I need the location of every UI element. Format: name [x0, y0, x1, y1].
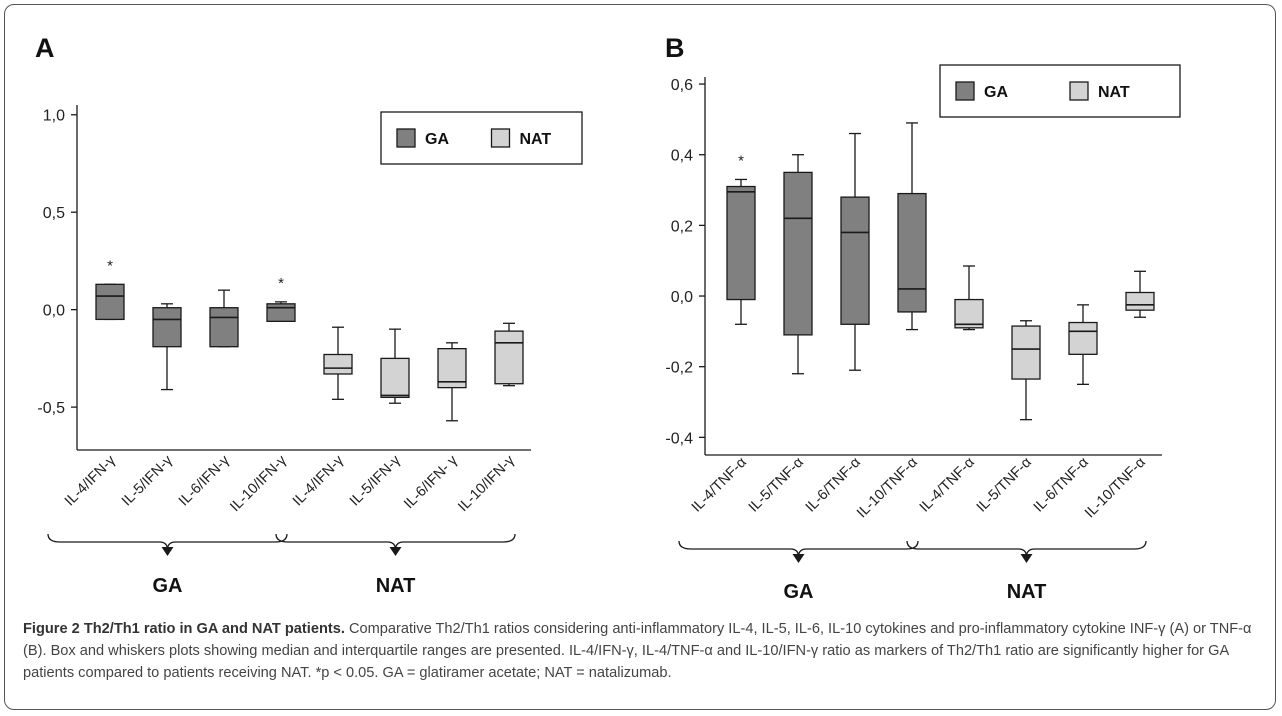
group-label: GA	[784, 581, 814, 603]
significance-star: *	[278, 275, 284, 292]
y-tick-label: -0,4	[665, 430, 693, 447]
box-nat-6	[380, 328, 410, 404]
box-nat-8	[494, 322, 524, 387]
box-iqr	[1125, 291, 1155, 311]
x-tick-label: IL-6/IFN-γ	[176, 452, 233, 509]
box-iqr	[95, 283, 125, 321]
chart-a: A1,00,50,0-0,5*IL-4/IFN-γ IL-5/IFN-γ IL-6/…	[35, 33, 583, 597]
legend: GA NAT	[380, 111, 583, 165]
legend-label-ga: GA	[425, 131, 449, 148]
box-ga-1	[95, 283, 125, 321]
box-iqr	[783, 171, 813, 336]
x-tick-label: IL-5/IFN-γ	[347, 452, 404, 509]
group-bracket-arrow	[792, 554, 805, 563]
y-tick-label: 0,4	[671, 148, 693, 165]
box-iqr	[726, 185, 756, 301]
x-tick-label: IL-10/TNF-α	[1082, 455, 1149, 522]
group-label: NAT	[376, 575, 416, 597]
x-tick-label: IL-6/IFN- γ	[401, 452, 461, 512]
legend-swatch-nat	[1069, 81, 1089, 101]
legend: GA NAT	[939, 64, 1181, 118]
y-tick-label: 0,0	[43, 303, 65, 320]
box-nat-5	[323, 326, 353, 400]
y-tick-label: -0,2	[665, 360, 693, 377]
x-tick-label: IL-4/IFN-γ	[62, 452, 119, 509]
panel-letter: B	[665, 33, 685, 63]
box-nat-5	[954, 265, 984, 331]
panel-b: B 0,6 0,4 0,2 0,0 -0,2 -0,4 * IL-4/TNF-α IL-5/TNF…	[645, 5, 1277, 615]
significance-star: *	[738, 152, 744, 169]
box-iqr	[266, 303, 296, 323]
x-tick-label: IL-4/TNF-α	[917, 455, 978, 516]
legend-swatch-nat	[490, 128, 511, 148]
figure-caption: Figure 2 Th2/Th1 ratio in GA and NAT pat…	[23, 618, 1263, 684]
chart-b: B0,60,40,20,0-0,2-0,4*IL-4/TNF-αIL-5/TNF…	[665, 33, 1181, 603]
box-ga-2	[783, 154, 813, 375]
x-tick-label: IL-4/IFN-γ	[290, 452, 347, 509]
x-tick-label: IL-6/TNF-α	[803, 455, 864, 516]
box-ga-3	[840, 132, 870, 371]
box-ga-4	[266, 301, 296, 323]
legend-label-nat: NAT	[1098, 84, 1130, 101]
legend-box	[939, 64, 1181, 118]
group-bracket-arrow	[389, 547, 402, 556]
x-tick-label: IL-5/TNF-α	[746, 455, 807, 516]
panel-a: A 1,0 0,5 0,0 -0,5 * IL-4/IFN-γ IL-5/IFN-γ IL-6/…	[5, 5, 645, 615]
panel-letter: A	[35, 33, 55, 63]
box-ga-3	[209, 289, 239, 348]
box-iqr	[1068, 321, 1098, 355]
group-label: NAT	[1007, 581, 1047, 603]
x-tick-label: IL-10/IFN-γ	[455, 452, 518, 515]
y-tick-label: 1,0	[43, 108, 65, 125]
group-bracket-arrow	[1020, 554, 1033, 563]
y-tick-label: 0,5	[43, 205, 65, 222]
y-tick-label: -0,5	[37, 400, 65, 417]
x-tick-label: IL-10/IFN-γ	[227, 452, 290, 515]
box-iqr	[323, 353, 353, 375]
box-nat-8	[1125, 270, 1155, 318]
caption-title: Figure 2 Th2/Th1 ratio in GA and NAT pat…	[23, 621, 345, 637]
box-iqr	[840, 196, 870, 325]
x-tick-label: IL-5/IFN-γ	[119, 452, 176, 509]
box-iqr	[897, 192, 927, 313]
x-tick-label: IL-6/TNF-α	[1031, 455, 1092, 516]
box-iqr	[152, 307, 182, 348]
box-ga-4	[897, 122, 927, 331]
box-iqr	[380, 357, 410, 399]
y-tick-label: 0,6	[671, 77, 693, 94]
significance-star: *	[107, 257, 113, 274]
legend-swatch-ga	[955, 81, 975, 101]
figure-frame: A 1,0 0,5 0,0 -0,5 * IL-4/IFN-γ IL-5/IFN-γ IL-6/…	[4, 4, 1276, 710]
x-tick-label: IL-10/TNF-α	[854, 455, 921, 522]
box-iqr	[1011, 325, 1041, 380]
group-label: GA	[153, 575, 183, 597]
legend-swatch-ga	[396, 128, 416, 148]
legend-label-nat: NAT	[520, 131, 552, 148]
box-ga-2	[152, 303, 182, 391]
box-nat-6	[1011, 320, 1041, 421]
box-iqr	[494, 330, 524, 385]
y-tick-label: 0,0	[671, 289, 693, 306]
box-iqr	[954, 298, 984, 329]
x-tick-label: IL-5/TNF-α	[974, 455, 1035, 516]
box-iqr	[209, 307, 239, 348]
box-nat-7	[437, 342, 467, 422]
legend-label-ga: GA	[984, 84, 1008, 101]
x-tick-label: IL-4/TNF-α	[689, 455, 750, 516]
group-bracket-arrow	[161, 547, 174, 556]
y-tick-label: 0,2	[671, 218, 693, 235]
box-ga-1	[726, 178, 756, 325]
caption-text: Comparative Th2/Th1 ratios considering a…	[23, 621, 1252, 681]
box-nat-7	[1068, 304, 1098, 385]
